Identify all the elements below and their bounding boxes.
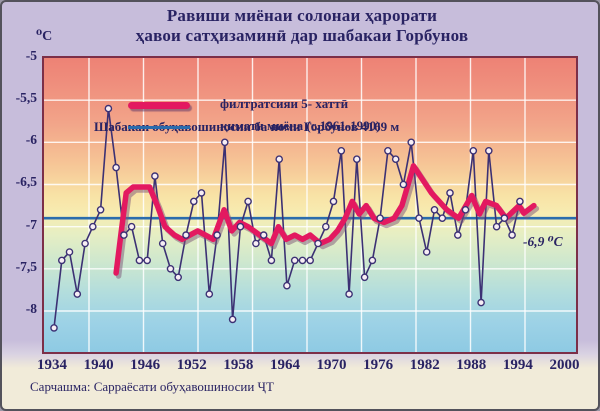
legend-filtered-label: филтратсияи 5- хаттӣ: [220, 96, 349, 111]
x-tick-label: 1958: [223, 357, 254, 373]
legend-station-label: Шабакаи обуҳавошиносии ба номи Горбунов …: [94, 119, 400, 134]
title-line-2: ҳавои сатҳизаминӣ дар шабакаи Горбунов: [135, 26, 469, 45]
plot-area: Шабакаи обуҳавошиносии ба номи Горбунов …: [42, 56, 578, 354]
x-tick-label: 1934: [37, 357, 67, 373]
x-tick-label: 1940: [83, 357, 114, 373]
source-note: Сарчашма: Сарраёсати обуҳавошиносии ҶТ: [30, 379, 274, 394]
y-axis-unit-label: ⁰C: [36, 29, 53, 44]
x-tick-label: 1946: [130, 357, 161, 373]
mean-value-annotation: -6,9 ⁰C: [523, 234, 563, 249]
x-tick-label: 1970: [316, 357, 347, 373]
x-tick-label: 1976: [363, 357, 394, 373]
legend-mean-label: қимати миёна (с.1961-1990): [220, 118, 381, 133]
page-title: Равиши миёнаи солонаи ҳарорати ҳавои сат…: [2, 6, 598, 46]
y-tick-label: -8: [25, 300, 37, 316]
y-tick-label: -6,5: [15, 174, 37, 190]
y-tick-label: -5: [25, 48, 37, 63]
x-tick-label: 1952: [176, 357, 207, 373]
y-tick-label: -6: [25, 132, 37, 148]
x-tick-label: 1988: [456, 357, 487, 373]
y-tick-label: -7,5: [15, 258, 37, 274]
x-tick-label: 1994: [502, 357, 533, 373]
filtered-line-swatch: [128, 102, 190, 109]
mean-line-swatch: [128, 126, 190, 129]
title-line-1: Равиши миёнаи солонаи ҳарорати: [166, 6, 438, 25]
y-tick-label: -5,5: [15, 90, 37, 106]
y-tick-label: -7: [25, 216, 37, 232]
x-tick-label: 2000: [549, 357, 580, 373]
x-tick-label: 1964: [269, 357, 300, 373]
x-tick-label: 1982: [409, 357, 440, 373]
